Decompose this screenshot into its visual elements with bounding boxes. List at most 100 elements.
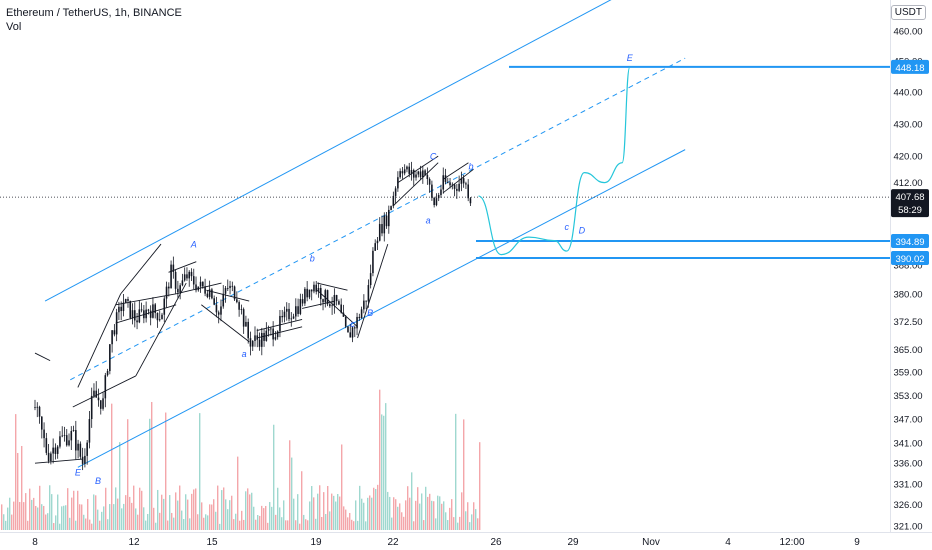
currency-badge[interactable]: USDT [890, 5, 926, 20]
volume-bar [55, 515, 57, 530]
volume-bar [363, 502, 365, 530]
volume-bar [405, 500, 407, 530]
candle-body [424, 170, 426, 175]
volume-bar [399, 503, 401, 530]
candle-body [363, 300, 365, 310]
symbol-title: Ethereum / TetherUS, 1h, BINANCE [6, 7, 182, 19]
channel-middle-line [70, 57, 686, 381]
volume-bar [467, 502, 469, 530]
x-tick-label: 26 [490, 537, 502, 548]
volume-bar [359, 485, 361, 530]
candle-body [304, 288, 306, 304]
volume-bar [293, 498, 295, 530]
volume-bar [203, 517, 205, 530]
volume-bar [309, 501, 311, 530]
candle-body [428, 179, 431, 185]
candle-body [261, 332, 263, 347]
candle-body [238, 302, 240, 310]
volume-bar [163, 498, 165, 530]
candle-body [199, 281, 202, 287]
candle-body [195, 284, 197, 291]
volume-bar [145, 520, 147, 530]
candle-body [106, 371, 109, 376]
volume-bar [287, 520, 289, 530]
volume-bar [159, 512, 161, 530]
candle-body [247, 321, 249, 339]
candle-body [245, 321, 247, 327]
volume-bar [95, 495, 97, 530]
volume-bar [453, 517, 455, 530]
current-price-tag [891, 189, 929, 218]
volume-bar [223, 487, 225, 530]
y-tick-label: 359.00 [893, 368, 922, 379]
pattern-line [317, 282, 348, 291]
candle-body [61, 435, 64, 437]
candle-body [435, 198, 438, 206]
volume-bar [107, 519, 109, 530]
candle-body [431, 184, 433, 198]
candle-body [392, 195, 395, 207]
volume-bar [15, 414, 17, 530]
candle-body [242, 309, 245, 327]
volume-bar [39, 485, 41, 530]
candle-body [34, 407, 36, 408]
volume-bar [357, 520, 359, 530]
volume-bar [211, 504, 213, 530]
volume-bar [447, 520, 449, 530]
candle-body [233, 286, 236, 300]
candle-body [88, 419, 91, 443]
candle-body [408, 166, 411, 174]
volume-bar [369, 495, 371, 530]
candle-body [43, 429, 45, 439]
candle-body [358, 316, 361, 319]
candle-body [349, 332, 352, 338]
y-tick-label: 326.00 [893, 500, 922, 511]
pattern-line [442, 168, 474, 194]
volume-bar [65, 505, 67, 530]
volume-bar [185, 494, 187, 530]
volume-bar [283, 500, 285, 530]
volume-bar [129, 496, 131, 530]
candle-body [310, 289, 313, 292]
volume-bar [97, 509, 99, 530]
volume-bar [297, 494, 299, 530]
candle-body [72, 430, 75, 432]
volume-bar [19, 501, 21, 530]
y-tick-label: 440.00 [893, 88, 922, 99]
x-tick-label: 19 [310, 537, 322, 548]
volume-bar [25, 493, 27, 530]
volume-bar [189, 518, 191, 530]
volume-bar [47, 513, 49, 530]
candle-body [109, 344, 111, 372]
candle-body [59, 436, 61, 447]
countdown-label: 58:29 [898, 205, 922, 216]
candle-body [170, 264, 172, 289]
level-tag [891, 233, 929, 248]
volume-bar [7, 507, 9, 530]
y-tick-label: 331.00 [893, 479, 922, 490]
candle-body [322, 299, 324, 303]
volume-bar [473, 502, 475, 530]
volume-bar [141, 490, 143, 530]
candle-body [222, 293, 225, 307]
volume-bar [157, 489, 159, 530]
wave-label: C [430, 151, 437, 161]
volume-bar [383, 415, 385, 530]
x-tick-label: 12 [128, 537, 140, 548]
volume-bar [303, 514, 305, 530]
candle-body [124, 299, 127, 303]
volume-bar [33, 497, 35, 530]
candle-body [41, 416, 43, 430]
candle-body [460, 178, 463, 184]
candle-body [285, 308, 288, 312]
candle-body [168, 286, 170, 289]
candle-body [329, 304, 331, 307]
candle-body [133, 310, 136, 321]
volume-bar [79, 504, 81, 530]
level-tag-label: 390.02 [895, 254, 924, 265]
volume-bar [337, 493, 339, 530]
candle-body [120, 306, 122, 312]
volume-bar [325, 514, 327, 530]
volume-bar [315, 518, 317, 530]
